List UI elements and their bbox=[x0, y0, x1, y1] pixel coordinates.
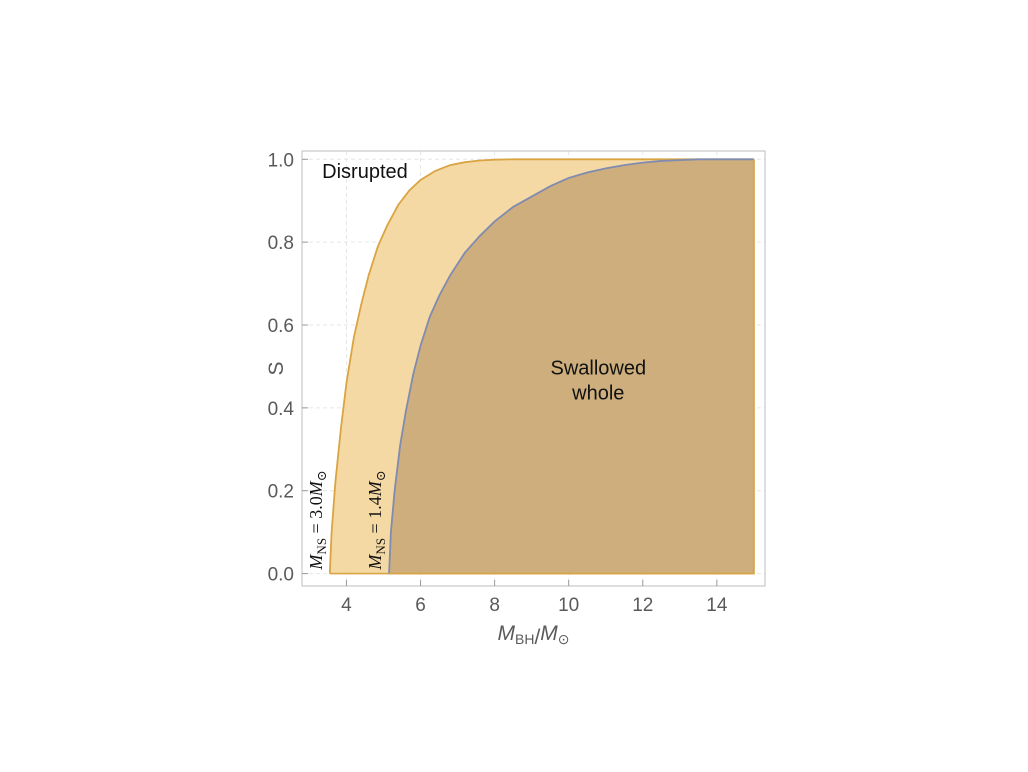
y-tick-label: 0.0 bbox=[268, 565, 294, 586]
x-tick-label: 14 bbox=[706, 595, 728, 616]
x-tick-label: 6 bbox=[415, 595, 426, 616]
y-tick-label: 0.2 bbox=[268, 482, 294, 503]
x-tick-label: 8 bbox=[489, 595, 500, 616]
series-curve-2 bbox=[388, 158, 754, 574]
annotation-1: Disrupted bbox=[322, 161, 408, 183]
y-tick-label: 1.0 bbox=[268, 150, 294, 171]
x-tick-label: 10 bbox=[558, 595, 579, 616]
annotation-3: whole bbox=[571, 383, 624, 405]
series-layer bbox=[328, 158, 755, 575]
region-fill-2 bbox=[389, 159, 754, 574]
x-tick-label: 4 bbox=[341, 595, 352, 616]
x-tick-label: 12 bbox=[632, 595, 653, 616]
plot-frame bbox=[301, 150, 766, 587]
x-axis-label: MBH/M⊙ bbox=[497, 622, 569, 649]
y-tick-label: 0.8 bbox=[268, 233, 294, 254]
y-axis-label: S bbox=[265, 361, 288, 375]
y-tick-label: 0.6 bbox=[268, 316, 294, 337]
curve-label-2: MNS = 1.4M⊙ bbox=[365, 470, 388, 570]
series-curve-1 bbox=[328, 158, 754, 574]
labels: MBH/M⊙ S Disrupted Swallowed whole MNS = 3.0M… bbox=[265, 161, 646, 649]
annotation-2: Swallowed bbox=[551, 358, 647, 380]
y-tick-label: 0.4 bbox=[268, 399, 295, 420]
region-edge-2 bbox=[389, 159, 755, 575]
ticks: 4 6 8 10 12 14 0.0 0.2 0.4 0.6 0.8 1.0 bbox=[268, 150, 728, 616]
curve-label-1: MNS = 3.0M⊙ bbox=[306, 470, 329, 570]
